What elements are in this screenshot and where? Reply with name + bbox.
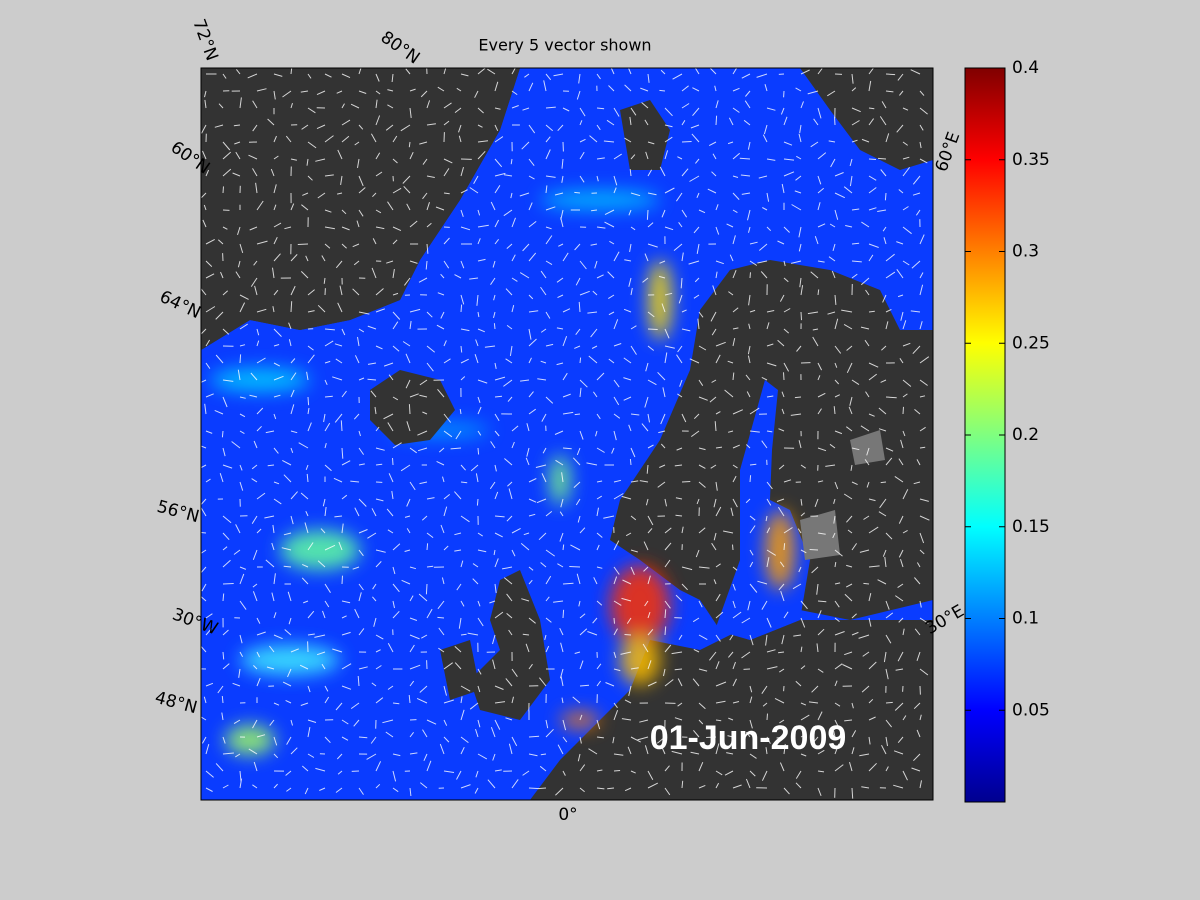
colorbar-tick-label: 0.25 (1012, 333, 1050, 353)
colorbar-tick-label: 0.4 (1012, 58, 1039, 78)
map-area (201, 68, 933, 800)
current-vectors (201, 68, 930, 799)
vector-field (201, 68, 930, 799)
colorbar (964, 67, 1006, 803)
latitude-label: 56°N (155, 497, 202, 527)
map-title: Every 5 vector shown (478, 36, 651, 55)
land-britain (470, 570, 550, 720)
land-greenland (201, 68, 520, 350)
colorbar-tick-label: 0.3 (1012, 242, 1039, 262)
colorbar-tick-label: 0.35 (1012, 150, 1050, 170)
colorbar-tick-label: 0.15 (1012, 517, 1050, 537)
colorbar-tick-label: 0.05 (1012, 700, 1050, 720)
date-label: 01-Jun-2009 (650, 719, 847, 757)
land-ireland (440, 640, 480, 700)
latitude-label: 64°N (156, 287, 203, 323)
land-lakes (800, 510, 840, 560)
latitude-label: 48°N (153, 688, 200, 718)
map-frame (200, 67, 934, 801)
latitude-label: 72°N (188, 16, 221, 63)
colorbar-tick-label: 0.1 (1012, 609, 1039, 629)
longitude-label: 0° (558, 805, 577, 825)
colorbar-ticks: 0.05 0.1 0.15 0.2 0.25 0.3 0.35 0.4 (965, 58, 1050, 720)
latitude-label: 80°N (377, 28, 424, 69)
land-novaya-zemlya (620, 100, 670, 170)
longitude-label: 60°E (932, 129, 965, 174)
land-iceland (370, 370, 455, 445)
colorbar-tick-label: 0.2 (1012, 425, 1039, 445)
land-lakes (850, 430, 885, 465)
ocean (201, 68, 933, 800)
